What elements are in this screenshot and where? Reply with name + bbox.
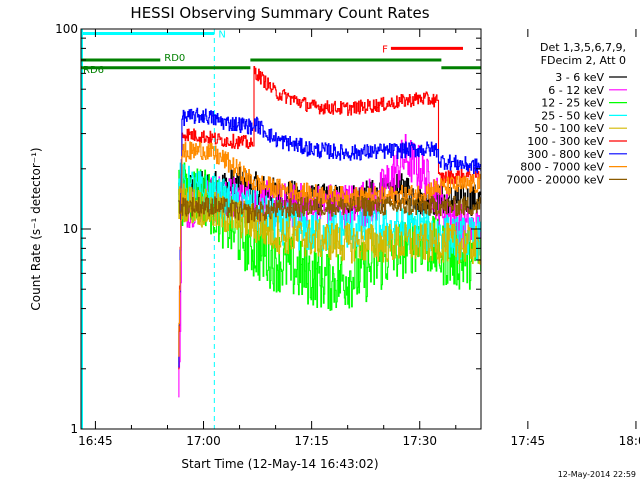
x-axis-label: Start Time (12-May-14 16:43:02): [181, 457, 378, 471]
legend-label-5: 50 - 100 keV: [534, 122, 604, 135]
flag-label-2: RD6: [83, 65, 104, 76]
series-line-6: [178, 65, 481, 370]
series-line-5: [178, 182, 481, 265]
legend-label-3: 12 - 25 keV: [541, 97, 604, 110]
legend-label-9: 7000 - 20000 keV: [506, 173, 604, 186]
y-axis-label: Count Rate (s⁻¹ detector⁻¹): [29, 147, 43, 310]
x-tick-label-5: 18:00: [619, 434, 640, 448]
legend-header-0: Det 1,3,5,6,7,9,: [540, 41, 626, 54]
legend-label-8: 800 - 7000 keV: [520, 161, 604, 174]
y-axis: 1 10 100: [55, 22, 481, 436]
legend-header-1: FDecim 2, Att 0: [541, 54, 626, 67]
y-tick-label-2: 100: [55, 22, 78, 36]
legend-label-7: 300 - 800 keV: [527, 148, 604, 161]
x-tick-label-3: 17:30: [402, 434, 437, 448]
legend-label-6: 100 - 300 keV: [527, 135, 604, 148]
x-tick-label-1: 17:00: [186, 434, 221, 448]
flag-label-5: F: [382, 44, 388, 55]
y-tick-label-1: 10: [63, 222, 78, 236]
legend-label-1: 3 - 6 keV: [555, 71, 604, 84]
y-tick-label-0: 1: [70, 422, 78, 436]
flag-label-1: RD0: [164, 53, 185, 64]
flag-label-0: N: [218, 29, 225, 40]
x-tick-label-4: 17:45: [511, 434, 546, 448]
plot-area: [81, 29, 481, 429]
x-tick-label-2: 17:15: [294, 434, 329, 448]
series-line-7: [178, 107, 481, 368]
footer-timestamp: 12-May-2014 22:59: [558, 470, 636, 479]
series-line-8: [178, 141, 481, 357]
legend-label-4: 25 - 50 keV: [541, 109, 604, 122]
series-line-2: [178, 134, 481, 398]
x-tick-label-0: 16:45: [78, 434, 113, 448]
chart-title: HESSI Observing Summary Count Rates: [130, 4, 429, 22]
legend: Det 1,3,5,6,7,9,FDecim 2, Att 0 3 - 6 keV…: [506, 41, 627, 186]
legend-label-2: 6 - 12 keV: [548, 84, 604, 97]
series-line-9: [178, 195, 481, 224]
